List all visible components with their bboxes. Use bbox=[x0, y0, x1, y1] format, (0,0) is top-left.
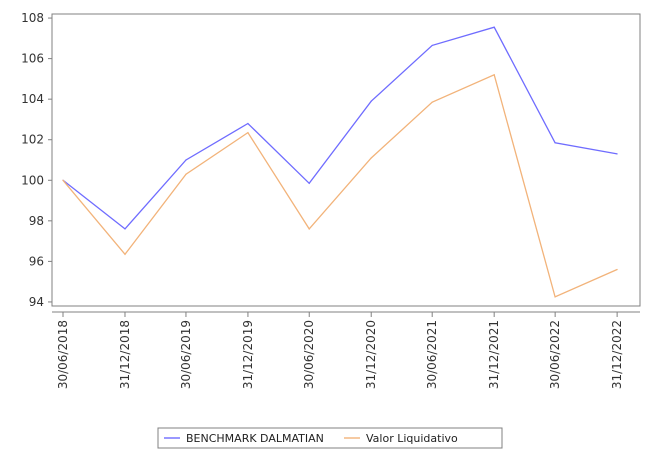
y-tick-label: 98 bbox=[29, 214, 44, 228]
x-tick-label: 31/12/2019 bbox=[241, 320, 255, 389]
legend-box bbox=[157, 427, 503, 449]
data-point bbox=[493, 26, 495, 28]
x-tick-label: 31/12/2018 bbox=[118, 320, 132, 389]
data-point bbox=[431, 44, 433, 47]
legend-label: Valor Liquidativo bbox=[366, 432, 458, 445]
data-point bbox=[431, 101, 433, 103]
x-tick-label: 31/12/2022 bbox=[610, 320, 624, 389]
x-tick-label: 30/06/2022 bbox=[548, 320, 562, 389]
x-tick-label: 30/06/2020 bbox=[302, 320, 316, 389]
x-tick-label: 30/06/2021 bbox=[425, 320, 439, 389]
x-tick-label: 30/06/2018 bbox=[56, 320, 70, 389]
data-point bbox=[185, 173, 187, 175]
data-point bbox=[247, 132, 249, 134]
data-point bbox=[493, 74, 495, 76]
legend: BENCHMARK DALMATIAN Valor Liquidativo bbox=[157, 427, 503, 449]
data-point bbox=[62, 179, 64, 181]
y-tick-label: 108 bbox=[21, 11, 44, 25]
data-point bbox=[616, 268, 618, 271]
legend-label: BENCHMARK DALMATIAN bbox=[186, 432, 324, 445]
y-tick-label: 104 bbox=[21, 92, 44, 106]
x-tick-label: 30/06/2019 bbox=[179, 320, 193, 389]
data-point bbox=[370, 100, 372, 102]
data-point bbox=[554, 142, 556, 144]
data-point bbox=[247, 122, 249, 125]
data-point bbox=[554, 296, 556, 298]
series-line-valor-liquidativo bbox=[62, 73, 618, 298]
y-tick-label: 96 bbox=[29, 254, 44, 268]
y-tick-label: 94 bbox=[29, 295, 44, 309]
x-tick-label: 31/12/2020 bbox=[364, 320, 378, 389]
data-point bbox=[124, 253, 126, 255]
x-tick-label: 31/12/2021 bbox=[487, 320, 501, 389]
y-tick-label: 106 bbox=[21, 52, 44, 66]
series-line-benchmark bbox=[62, 26, 618, 230]
data-point bbox=[124, 228, 126, 230]
plot-frame bbox=[51, 13, 641, 307]
y-tick-label: 102 bbox=[21, 133, 44, 147]
data-point bbox=[308, 182, 310, 184]
data-point bbox=[185, 159, 187, 161]
y-tick-label: 100 bbox=[21, 173, 44, 187]
data-point bbox=[308, 228, 310, 230]
data-point bbox=[616, 153, 618, 155]
data-point bbox=[370, 157, 372, 159]
plot-area: 94 96 98 100 102 104 106 108 30/06/2018 31/12/201… bbox=[21, 11, 641, 389]
